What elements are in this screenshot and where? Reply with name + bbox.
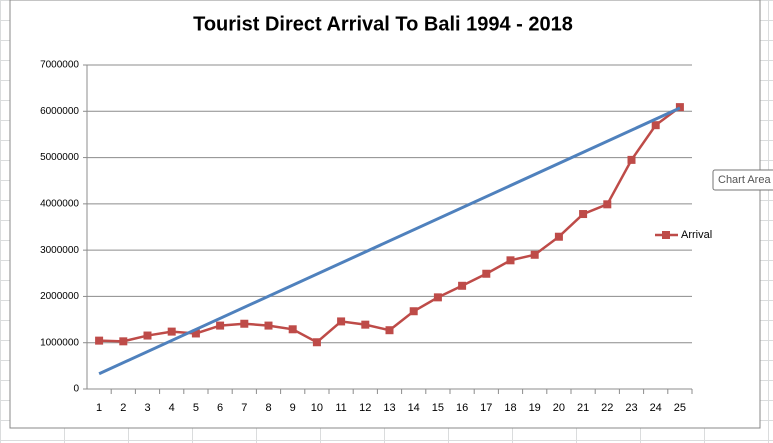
point <box>506 256 515 265</box>
point <box>603 200 612 209</box>
point <box>458 281 467 290</box>
x-tick-label: 6 <box>217 402 223 414</box>
point <box>675 103 684 112</box>
x-tick-label: 7 <box>241 402 247 414</box>
x-tick-label: 18 <box>504 402 516 414</box>
x-tick-label: 22 <box>601 402 613 414</box>
point <box>385 326 394 335</box>
point <box>433 293 442 302</box>
point <box>167 327 176 336</box>
y-tick-label: 4000000 <box>40 198 79 209</box>
x-tick-label: 16 <box>456 402 468 414</box>
point <box>651 121 660 130</box>
x-tick-label: 3 <box>144 402 150 414</box>
x-tick-label: 23 <box>625 402 637 414</box>
y-tick-label: 7000000 <box>40 60 79 71</box>
tooltip: Chart Area <box>718 174 771 186</box>
trendline <box>98 106 681 376</box>
point <box>409 307 418 316</box>
y-tick-label: 5000000 <box>40 152 79 163</box>
point <box>95 336 104 345</box>
point <box>240 319 249 328</box>
x-tick-label: 21 <box>577 402 589 414</box>
legend-marker <box>662 231 670 239</box>
point <box>264 321 273 330</box>
legend-label: Arrival <box>681 229 712 241</box>
point <box>579 210 588 219</box>
y-tick-label: 0 <box>73 384 79 395</box>
y-tick-label: 1000000 <box>40 337 79 348</box>
x-tick-label: 13 <box>383 402 395 414</box>
x-tick-label: 14 <box>408 402 420 414</box>
point <box>554 232 563 241</box>
point <box>482 269 491 278</box>
x-tick-label: 9 <box>290 402 296 414</box>
x-tick-label: 4 <box>169 402 175 414</box>
x-tick-label: 12 <box>359 402 371 414</box>
tooltip-box <box>712 169 773 191</box>
x-tick-label: 5 <box>193 402 199 414</box>
point <box>216 321 225 330</box>
point <box>337 317 346 326</box>
point <box>143 331 152 340</box>
x-tick-label: 17 <box>480 402 492 414</box>
x-tick-label: 10 <box>311 402 323 414</box>
point <box>191 329 200 338</box>
point <box>312 338 321 347</box>
point <box>288 325 297 334</box>
x-tick-label: 19 <box>529 402 541 414</box>
x-tick-label: 15 <box>432 402 444 414</box>
point <box>119 337 128 346</box>
x-tick-label: 11 <box>335 402 346 414</box>
x-tick-label: 2 <box>120 402 126 414</box>
x-tick-label: 1 <box>96 402 102 414</box>
chart-title: Tourist Direct Arrival To Bali 1994 - 20… <box>193 13 573 35</box>
x-tick-label: 25 <box>674 402 686 414</box>
point <box>627 155 636 164</box>
x-tick-label: 24 <box>650 402 662 414</box>
y-tick-label: 3000000 <box>40 245 79 256</box>
y-tick-label: 2000000 <box>40 291 79 302</box>
point <box>530 250 539 259</box>
y-tick-label: 6000000 <box>40 106 79 117</box>
x-tick-label: 8 <box>265 402 271 414</box>
x-tick-label: 20 <box>553 402 565 414</box>
point <box>361 320 370 329</box>
